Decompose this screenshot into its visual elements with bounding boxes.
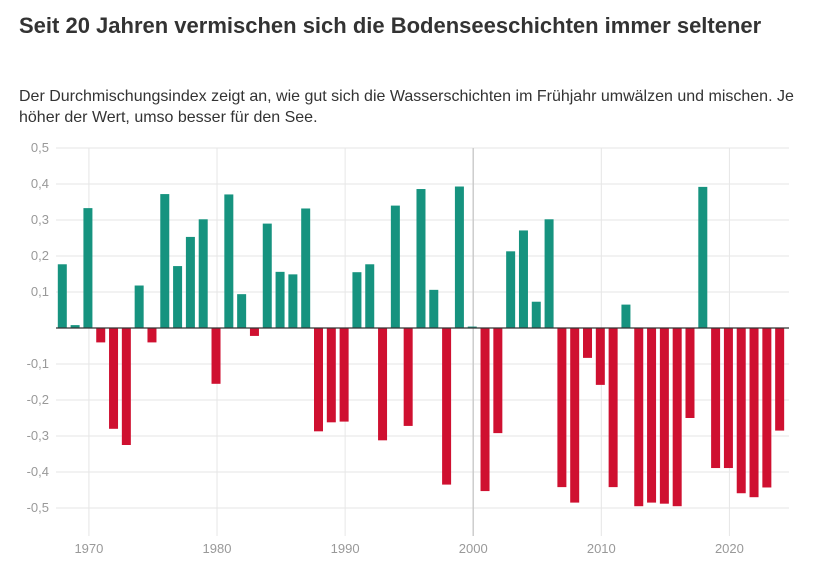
bar-negative [403, 328, 413, 426]
bar-positive [83, 208, 93, 328]
chart-title: Seit 20 Jahren vermischen sich die Boden… [19, 13, 762, 38]
bar-negative [249, 328, 259, 336]
bar-positive [467, 326, 477, 328]
bar-negative [723, 328, 733, 469]
bar-positive [698, 186, 708, 328]
x-tick-label: 2020 [715, 541, 744, 556]
bar-positive [275, 271, 285, 328]
axes: 0,5 0,4 0,3 0,2 0,1 -0,1 -0,2 -0,3 -0,4 -0,5 1970 1… [27, 140, 789, 556]
bar-negative [762, 328, 772, 488]
bar-negative [583, 328, 593, 358]
y-tick-label: -0,1 [27, 356, 49, 371]
bar-positive [621, 304, 631, 328]
bar-negative [147, 328, 157, 343]
bar-negative [314, 328, 323, 432]
y-tick-label: 0,2 [31, 248, 49, 263]
bar-negative [557, 328, 567, 488]
y-tick-label: 0,5 [31, 140, 49, 155]
y-tick-label: -0,4 [27, 464, 49, 479]
x-tick-label: 2010 [587, 541, 616, 556]
bar-positive [262, 223, 272, 328]
x-tick-label: 2000 [459, 541, 488, 556]
bar-negative [493, 328, 503, 434]
bar-positive [429, 289, 439, 328]
y-tick-label: 0,4 [31, 176, 49, 191]
bar-positive [224, 194, 234, 328]
bar-negative [749, 328, 759, 498]
bar-positive [352, 272, 362, 328]
bar-positive [70, 325, 80, 328]
x-tick-label: 1980 [203, 541, 232, 556]
bar-negative [608, 328, 618, 488]
bar-negative [96, 328, 106, 343]
bar-positive [365, 264, 375, 328]
bar-positive [531, 301, 541, 328]
bar-positive [416, 189, 426, 328]
bar-positive [288, 274, 298, 328]
bar-positive [134, 285, 144, 328]
bar-negative [634, 328, 644, 507]
bar-positive [185, 236, 195, 328]
bar-positive [173, 266, 183, 328]
bar-negative [121, 328, 131, 445]
bar-negative [109, 328, 119, 429]
x-tick-label: 1970 [74, 541, 103, 556]
bar-negative [595, 328, 605, 385]
bar-negative [775, 328, 785, 431]
bar-negative [339, 328, 349, 422]
y-tick-label: -0,3 [27, 428, 49, 443]
bar-positive [454, 186, 464, 328]
bar-positive [237, 294, 247, 328]
y-tick-label: -0,2 [27, 392, 49, 407]
bar-negative [736, 328, 746, 494]
bar-negative [378, 328, 388, 441]
bar-positive [301, 208, 311, 328]
bar-positive [198, 219, 208, 328]
bar-negative [659, 328, 669, 504]
bar-negative [211, 328, 221, 384]
y-tick-label: 0,1 [31, 284, 49, 299]
bar-negative [672, 328, 682, 507]
bar-negative [480, 328, 490, 492]
bar-negative [326, 328, 336, 423]
chart-subtitle: Der Durchmischungsindex zeigt an, wie gu… [19, 88, 794, 126]
bar-negative [685, 328, 695, 418]
bar-positive [57, 264, 67, 328]
bar-negative [442, 328, 452, 485]
bar-negative [711, 328, 721, 469]
bars [57, 186, 785, 507]
x-tick-label: 1990 [331, 541, 360, 556]
bar-negative [647, 328, 657, 503]
bar-negative [570, 328, 580, 503]
bar-positive [390, 205, 400, 328]
bar-positive [544, 219, 554, 328]
bar-positive [160, 194, 170, 328]
bar-positive [506, 251, 516, 328]
y-tick-label: -0,5 [27, 500, 49, 515]
bar-positive [518, 230, 528, 328]
y-tick-label: 0,3 [31, 212, 49, 227]
